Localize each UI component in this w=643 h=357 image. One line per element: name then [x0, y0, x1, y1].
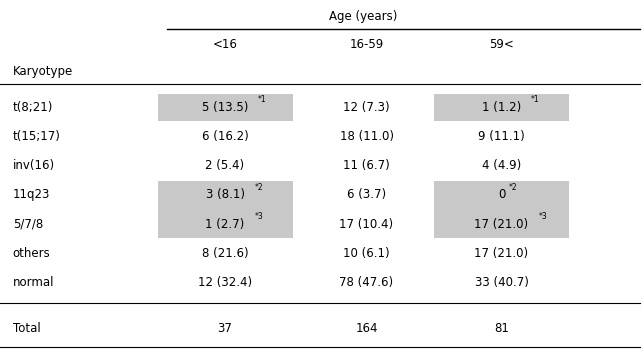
Text: 18 (11.0): 18 (11.0): [340, 130, 394, 143]
Text: inv(16): inv(16): [13, 159, 55, 172]
FancyBboxPatch shape: [434, 181, 569, 238]
Text: *1: *1: [531, 95, 539, 104]
Text: 0: 0: [498, 188, 505, 201]
Text: 5 (13.5): 5 (13.5): [202, 101, 248, 114]
Text: 33 (40.7): 33 (40.7): [475, 276, 529, 289]
Text: t(8;21): t(8;21): [13, 101, 53, 114]
Text: 8 (21.6): 8 (21.6): [202, 247, 248, 260]
Text: 11q23: 11q23: [13, 188, 50, 201]
Text: 78 (47.6): 78 (47.6): [340, 276, 394, 289]
Text: Karyotype: Karyotype: [13, 65, 73, 78]
FancyBboxPatch shape: [158, 181, 293, 238]
Text: 59<: 59<: [489, 38, 514, 51]
Text: 11 (6.7): 11 (6.7): [343, 159, 390, 172]
Text: 9 (11.1): 9 (11.1): [478, 130, 525, 143]
Text: 12 (7.3): 12 (7.3): [343, 101, 390, 114]
Text: 4 (4.9): 4 (4.9): [482, 159, 521, 172]
Text: normal: normal: [13, 276, 55, 289]
Text: 6 (16.2): 6 (16.2): [202, 130, 248, 143]
Text: 16-59: 16-59: [349, 38, 384, 51]
Text: 1 (1.2): 1 (1.2): [482, 101, 521, 114]
FancyBboxPatch shape: [434, 94, 569, 121]
Text: 10 (6.1): 10 (6.1): [343, 247, 390, 260]
Text: 17 (21.0): 17 (21.0): [475, 247, 529, 260]
Text: 81: 81: [494, 322, 509, 335]
Text: 6 (3.7): 6 (3.7): [347, 188, 386, 201]
Text: 164: 164: [356, 322, 377, 335]
Text: *2: *2: [509, 182, 517, 192]
FancyBboxPatch shape: [158, 94, 293, 121]
Text: 37: 37: [217, 322, 233, 335]
Text: *2: *2: [255, 182, 263, 192]
Text: 1 (2.7): 1 (2.7): [205, 218, 245, 231]
Text: *3: *3: [538, 212, 547, 221]
Text: 2 (5.4): 2 (5.4): [206, 159, 244, 172]
Text: Age (years): Age (years): [329, 10, 397, 22]
Text: others: others: [13, 247, 51, 260]
Text: 5/7/8: 5/7/8: [13, 218, 43, 231]
Text: *3: *3: [255, 212, 263, 221]
Text: 17 (10.4): 17 (10.4): [340, 218, 394, 231]
Text: t(15;17): t(15;17): [13, 130, 60, 143]
Text: Total: Total: [13, 322, 41, 335]
Text: *1: *1: [258, 95, 267, 104]
Text: 3 (8.1): 3 (8.1): [206, 188, 244, 201]
Text: <16: <16: [213, 38, 237, 51]
Text: 12 (32.4): 12 (32.4): [198, 276, 252, 289]
Text: 17 (21.0): 17 (21.0): [475, 218, 529, 231]
